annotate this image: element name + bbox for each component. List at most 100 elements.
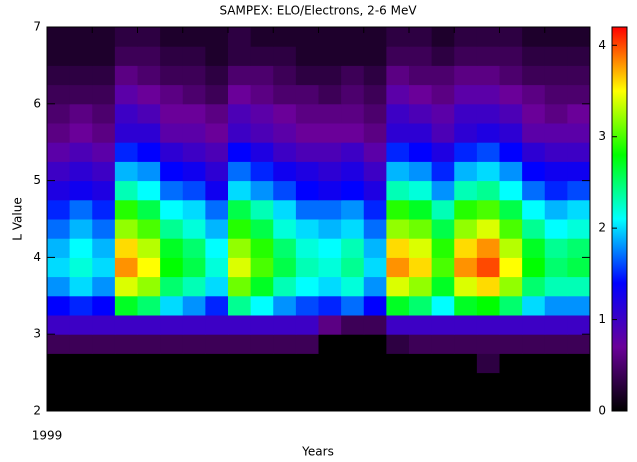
- heatmap-cell: [318, 65, 342, 86]
- heatmap-cell: [92, 180, 116, 201]
- heatmap-cell: [250, 180, 274, 201]
- heatmap-cell: [47, 161, 71, 182]
- x-axis-label: Years: [301, 445, 334, 459]
- heatmap-cell: [341, 103, 365, 124]
- heatmap-cell: [205, 276, 229, 297]
- heatmap-cell: [544, 391, 568, 412]
- heatmap-cell: [92, 295, 116, 316]
- heatmap-cell: [567, 257, 591, 278]
- heatmap-cell: [160, 219, 184, 239]
- heatmap-cell: [228, 334, 252, 354]
- heatmap-cell: [363, 161, 387, 182]
- heatmap-cell: [273, 238, 297, 258]
- heatmap-cell: [544, 46, 568, 66]
- heatmap-cell: [341, 219, 365, 239]
- heatmap-cell: [431, 199, 455, 220]
- heatmap-cell: [363, 276, 387, 297]
- heatmap-cell: [114, 180, 138, 201]
- heatmap-cell: [318, 84, 342, 105]
- heatmap-cell: [92, 84, 116, 105]
- heatmap-cell: [69, 123, 93, 143]
- heatmap-cell: [386, 142, 410, 162]
- heatmap-cell: [160, 65, 184, 86]
- heatmap-cell: [250, 219, 274, 239]
- heatmap-cell: [205, 372, 229, 393]
- heatmap-cell: [160, 161, 184, 182]
- heatmap-cell: [228, 161, 252, 182]
- heatmap-cell: [182, 180, 206, 201]
- heatmap-cell: [544, 372, 568, 393]
- heatmap-cell: [250, 276, 274, 297]
- heatmap-cell: [92, 103, 116, 124]
- heatmap-cell: [544, 276, 568, 297]
- heatmap-cell: [250, 295, 274, 316]
- heatmap-cell: [137, 295, 161, 316]
- heatmap-cell: [318, 180, 342, 201]
- heatmap-cell: [476, 180, 500, 201]
- heatmap-cell: [431, 276, 455, 297]
- heatmap-cell: [250, 123, 274, 143]
- heatmap-cell: [228, 123, 252, 143]
- heatmap-cell: [409, 276, 433, 297]
- heatmap-cell: [137, 161, 161, 182]
- heatmap-cell: [69, 315, 93, 335]
- heatmap-cell: [409, 180, 433, 201]
- heatmap-cell: [476, 315, 500, 335]
- heatmap-cell: [386, 219, 410, 239]
- heatmap-cell: [295, 142, 319, 162]
- colorbar-tick-label: 1: [598, 312, 606, 326]
- heatmap-cell: [476, 276, 500, 297]
- heatmap-cell: [318, 372, 342, 393]
- heatmap-cell: [567, 391, 591, 412]
- heatmap-cell: [295, 161, 319, 182]
- heatmap-cell: [341, 257, 365, 278]
- heatmap-cell: [567, 123, 591, 143]
- heatmap-cell: [137, 199, 161, 220]
- heatmap-cell: [69, 219, 93, 239]
- chart-title: SAMPEX: ELO/Electrons, 2-6 MeV: [219, 4, 417, 18]
- heatmap-cell: [114, 84, 138, 105]
- heatmap-cell: [250, 372, 274, 393]
- heatmap-cell: [499, 65, 523, 86]
- heatmap-cell: [160, 84, 184, 105]
- heatmap-cell: [454, 161, 478, 182]
- heatmap-cell: [250, 27, 274, 47]
- heatmap-cell: [114, 142, 138, 162]
- heatmap-cell: [228, 315, 252, 335]
- heatmap-cell: [137, 334, 161, 354]
- heatmap-cell: [205, 161, 229, 182]
- heatmap-cell: [454, 219, 478, 239]
- heatmap-cell: [386, 391, 410, 412]
- heatmap-cell: [182, 65, 206, 86]
- heatmap-cell: [92, 199, 116, 220]
- heatmap-cell: [454, 353, 478, 374]
- heatmap-cell: [341, 276, 365, 297]
- heatmap-cell: [295, 238, 319, 258]
- heatmap-cell: [295, 315, 319, 335]
- colorbar: [611, 26, 628, 412]
- heatmap-cell: [431, 161, 455, 182]
- heatmap-cell: [250, 46, 274, 66]
- heatmap-cell: [567, 199, 591, 220]
- heatmap-cell: [544, 84, 568, 105]
- heatmap-cell: [363, 391, 387, 412]
- heatmap-cell: [69, 142, 93, 162]
- heatmap-cell: [499, 180, 523, 201]
- heatmap-cell: [114, 238, 138, 258]
- heatmap-cell: [137, 276, 161, 297]
- heatmap-cell: [363, 353, 387, 374]
- heatmap-cell: [431, 123, 455, 143]
- heatmap-cell: [250, 142, 274, 162]
- heatmap-cell: [409, 372, 433, 393]
- heatmap-cell: [431, 46, 455, 66]
- heatmap-cell: [431, 142, 455, 162]
- heatmap-cell: [250, 199, 274, 220]
- heatmap-cell: [205, 257, 229, 278]
- heatmap-cell: [69, 257, 93, 278]
- heatmap-cell: [431, 65, 455, 86]
- heatmap-cell: [160, 142, 184, 162]
- heatmap-cell: [454, 276, 478, 297]
- heatmap-cell: [522, 315, 546, 335]
- heatmap-cell: [476, 199, 500, 220]
- heatmap-cell: [544, 315, 568, 335]
